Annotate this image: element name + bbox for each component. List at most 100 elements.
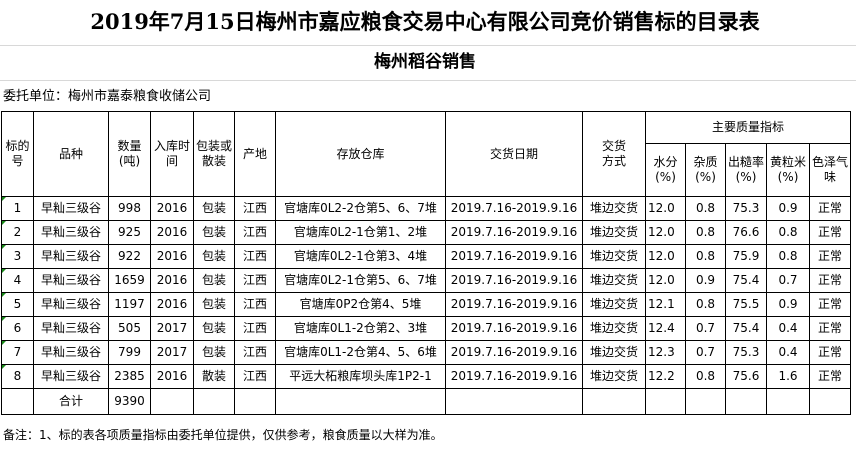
cell-delivery-date[interactable]: 2019.7.16-2019.9.16 <box>445 340 583 365</box>
cell-moisture[interactable]: 12.2 <box>645 364 686 389</box>
cell-lot[interactable]: 6 <box>1 316 34 341</box>
empty-cell[interactable] <box>445 388 583 415</box>
cell-yield[interactable]: 75.4 <box>725 316 767 341</box>
cell-yellow[interactable]: 0.8 <box>766 220 810 245</box>
cell-impurity[interactable]: 0.8 <box>685 244 726 269</box>
cell-delivery-method[interactable]: 堆边交货 <box>582 244 646 269</box>
cell-origin[interactable]: 江西 <box>234 268 276 293</box>
cell-impurity[interactable]: 0.9 <box>685 268 726 293</box>
cell-moisture[interactable]: 12.4 <box>645 316 686 341</box>
cell-impurity[interactable]: 0.7 <box>685 316 726 341</box>
empty-cell[interactable] <box>193 388 235 415</box>
cell-yellow[interactable]: 0.4 <box>766 340 810 365</box>
cell-year[interactable]: 2016 <box>150 292 194 317</box>
cell-yellow[interactable]: 0.8 <box>766 244 810 269</box>
cell-impurity[interactable]: 0.8 <box>685 196 726 221</box>
cell-yellow[interactable]: 1.6 <box>766 364 810 389</box>
empty-cell[interactable] <box>725 388 767 415</box>
cell-origin[interactable]: 江西 <box>234 340 276 365</box>
cell-year[interactable]: 2016 <box>150 244 194 269</box>
cell-origin[interactable]: 江西 <box>234 364 276 389</box>
cell-lot[interactable]: 4 <box>1 268 34 293</box>
cell-origin[interactable]: 江西 <box>234 196 276 221</box>
cell-yield[interactable]: 76.6 <box>725 220 767 245</box>
cell-warehouse[interactable]: 官塘库0L2-1仓第1、2堆 <box>275 220 446 245</box>
cell-year[interactable]: 2017 <box>150 316 194 341</box>
cell-yellow[interactable]: 0.9 <box>766 292 810 317</box>
cell-warehouse[interactable]: 官塘库0L1-2仓第4、5、6堆 <box>275 340 446 365</box>
cell-warehouse[interactable]: 平远大柘粮库坝头库1P2-1 <box>275 364 446 389</box>
empty-cell[interactable] <box>685 388 726 415</box>
cell-lot[interactable]: 7 <box>1 340 34 365</box>
cell-yellow[interactable]: 0.7 <box>766 268 810 293</box>
empty-cell[interactable] <box>234 388 276 415</box>
cell-yield[interactable]: 75.9 <box>725 244 767 269</box>
cell-yield[interactable]: 75.3 <box>725 340 767 365</box>
empty-cell[interactable] <box>1 388 34 415</box>
cell-delivery-method[interactable]: 堆边交货 <box>582 316 646 341</box>
cell-moisture[interactable]: 12.0 <box>645 268 686 293</box>
cell-warehouse[interactable]: 官塘库0L2-2仓第5、6、7堆 <box>275 196 446 221</box>
cell-color-smell[interactable]: 正常 <box>809 292 851 317</box>
empty-cell[interactable] <box>645 388 686 415</box>
cell-yellow[interactable]: 0.4 <box>766 316 810 341</box>
cell-year[interactable]: 2017 <box>150 340 194 365</box>
cell-origin[interactable]: 江西 <box>234 292 276 317</box>
cell-variety[interactable]: 早籼三级谷 <box>33 316 109 341</box>
cell-year[interactable]: 2016 <box>150 268 194 293</box>
cell-lot[interactable]: 1 <box>1 196 34 221</box>
cell-variety[interactable]: 早籼三级谷 <box>33 268 109 293</box>
cell-origin[interactable]: 江西 <box>234 220 276 245</box>
total-label[interactable]: 合计 <box>33 388 109 415</box>
cell-yield[interactable]: 75.4 <box>725 268 767 293</box>
cell-quantity[interactable]: 1197 <box>108 292 151 317</box>
empty-cell[interactable] <box>766 388 810 415</box>
cell-color-smell[interactable]: 正常 <box>809 244 851 269</box>
cell-color-smell[interactable]: 正常 <box>809 340 851 365</box>
cell-color-smell[interactable]: 正常 <box>809 316 851 341</box>
cell-impurity[interactable]: 0.8 <box>685 364 726 389</box>
cell-delivery-method[interactable]: 堆边交货 <box>582 364 646 389</box>
cell-color-smell[interactable]: 正常 <box>809 364 851 389</box>
cell-quantity[interactable]: 2385 <box>108 364 151 389</box>
cell-quantity[interactable]: 1659 <box>108 268 151 293</box>
cell-packing[interactable]: 包装 <box>193 220 235 245</box>
cell-moisture[interactable]: 12.0 <box>645 244 686 269</box>
cell-moisture[interactable]: 12.0 <box>645 196 686 221</box>
cell-yield[interactable]: 75.5 <box>725 292 767 317</box>
cell-color-smell[interactable]: 正常 <box>809 220 851 245</box>
cell-delivery-method[interactable]: 堆边交货 <box>582 340 646 365</box>
cell-variety[interactable]: 早籼三级谷 <box>33 244 109 269</box>
cell-quantity[interactable]: 505 <box>108 316 151 341</box>
cell-lot[interactable]: 3 <box>1 244 34 269</box>
cell-delivery-date[interactable]: 2019.7.16-2019.9.16 <box>445 196 583 221</box>
cell-variety[interactable]: 早籼三级谷 <box>33 220 109 245</box>
cell-yield[interactable]: 75.6 <box>725 364 767 389</box>
cell-delivery-date[interactable]: 2019.7.16-2019.9.16 <box>445 364 583 389</box>
cell-packing[interactable]: 散装 <box>193 364 235 389</box>
cell-origin[interactable]: 江西 <box>234 244 276 269</box>
cell-variety[interactable]: 早籼三级谷 <box>33 196 109 221</box>
cell-packing[interactable]: 包装 <box>193 340 235 365</box>
cell-delivery-date[interactable]: 2019.7.16-2019.9.16 <box>445 220 583 245</box>
cell-origin[interactable]: 江西 <box>234 316 276 341</box>
cell-packing[interactable]: 包装 <box>193 196 235 221</box>
cell-moisture[interactable]: 12.0 <box>645 220 686 245</box>
cell-packing[interactable]: 包装 <box>193 244 235 269</box>
cell-yellow[interactable]: 0.9 <box>766 196 810 221</box>
cell-quantity[interactable]: 925 <box>108 220 151 245</box>
cell-packing[interactable]: 包装 <box>193 268 235 293</box>
cell-year[interactable]: 2016 <box>150 220 194 245</box>
cell-packing[interactable]: 包装 <box>193 292 235 317</box>
cell-delivery-method[interactable]: 堆边交货 <box>582 292 646 317</box>
empty-cell[interactable] <box>582 388 646 415</box>
cell-lot[interactable]: 2 <box>1 220 34 245</box>
cell-warehouse[interactable]: 官塘库0P2仓第4、5堆 <box>275 292 446 317</box>
cell-moisture[interactable]: 12.1 <box>645 292 686 317</box>
cell-impurity[interactable]: 0.8 <box>685 220 726 245</box>
cell-delivery-date[interactable]: 2019.7.16-2019.9.16 <box>445 292 583 317</box>
cell-delivery-method[interactable]: 堆边交货 <box>582 196 646 221</box>
cell-delivery-method[interactable]: 堆边交货 <box>582 268 646 293</box>
cell-yield[interactable]: 75.3 <box>725 196 767 221</box>
cell-quantity[interactable]: 998 <box>108 196 151 221</box>
